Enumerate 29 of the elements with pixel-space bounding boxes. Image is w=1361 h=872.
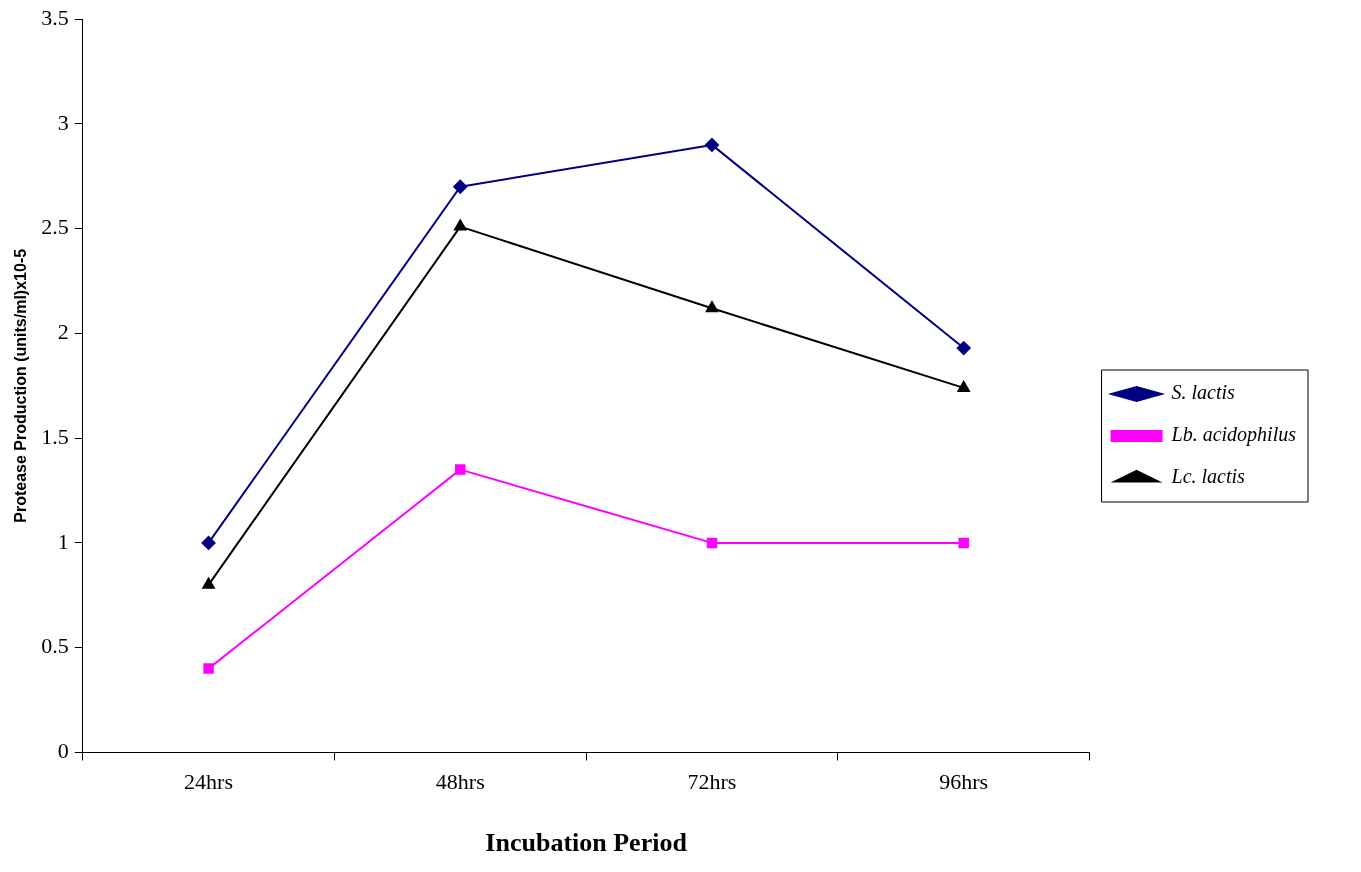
legend-label: S. lactis [1171,381,1236,404]
y-tick-label: 2 [57,319,69,345]
legend-label: Lc. lactis [1170,465,1246,488]
y-tick-label: 0 [57,738,69,764]
x-tick-label: 24hrs [184,769,233,795]
point [956,341,971,356]
y-tick-label: 0.5 [41,633,69,659]
point [203,663,214,674]
y-tick-label: 3 [57,109,69,135]
point [202,577,215,589]
point [454,219,467,231]
point [704,137,719,152]
point [958,537,969,549]
legend-label: Lb. acidophilus [1170,423,1297,447]
point [706,537,718,549]
y-tick-label: 1 [57,528,69,554]
point [705,301,719,313]
x-tick-label: 72hrs [687,769,737,795]
y-tick-label: 3.5 [41,4,69,30]
point [455,464,466,475]
x-tick-label: 48hrs [435,769,485,795]
x-axis-title: Incubation Period [485,828,688,858]
y-axis-title: Protease Production (units/ml)x10-5 [12,248,30,523]
point [957,380,970,392]
point [201,535,216,550]
point [453,179,468,194]
y-tick-label: 2.5 [41,214,69,240]
y-tick-label: 1.5 [41,423,69,449]
x-tick-label: 96hrs [939,769,989,795]
